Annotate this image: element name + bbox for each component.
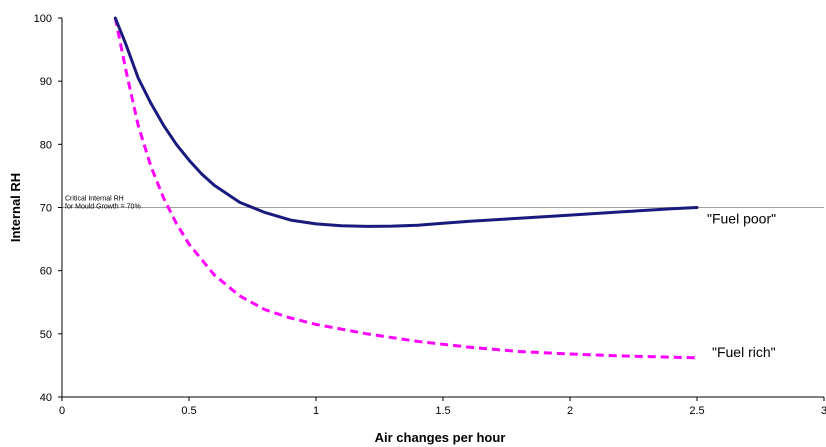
y-tick-label: 60: [40, 266, 52, 278]
x-tick-label: 1: [313, 405, 319, 417]
x-tick-label: 2: [567, 405, 573, 417]
x-tick-label: 0.5: [181, 405, 196, 417]
y-tick-label: 50: [40, 329, 52, 341]
y-tick-label: 40: [40, 392, 52, 404]
x-axis-title: Air changes per hour: [375, 430, 506, 445]
reference-annotation-line-2: for Mould Growth = 70%: [65, 204, 141, 211]
series-line-fuel-poor: [113, 16, 699, 228]
y-tick-label: 100: [34, 13, 52, 25]
series-line-fuel-rich: [113, 17, 698, 360]
series-label-fuel-rich: "Fuel rich": [712, 344, 776, 360]
x-tick-label: 0: [59, 405, 65, 417]
x-tick-label: 2.5: [689, 405, 704, 417]
y-tick-label: 80: [40, 139, 52, 151]
y-axis-title: Internal RH: [8, 173, 23, 242]
x-tick-label: 1.5: [435, 405, 450, 417]
x-axis-ticks: 0 0.5 1 1.5 2 2.5 3: [59, 397, 826, 417]
plot-area: Critical Internal RH for Mould Growth = …: [34, 13, 826, 417]
series-label-fuel-poor: "Fuel poor": [707, 211, 776, 227]
x-tick-label: 3: [821, 405, 826, 417]
reference-annotation-line-1: Critical Internal RH: [65, 196, 124, 203]
y-tick-label: 90: [40, 76, 52, 88]
y-axis-ticks: 40 50 60 70 80 90 100: [34, 13, 62, 404]
y-tick-label: 70: [40, 203, 52, 215]
